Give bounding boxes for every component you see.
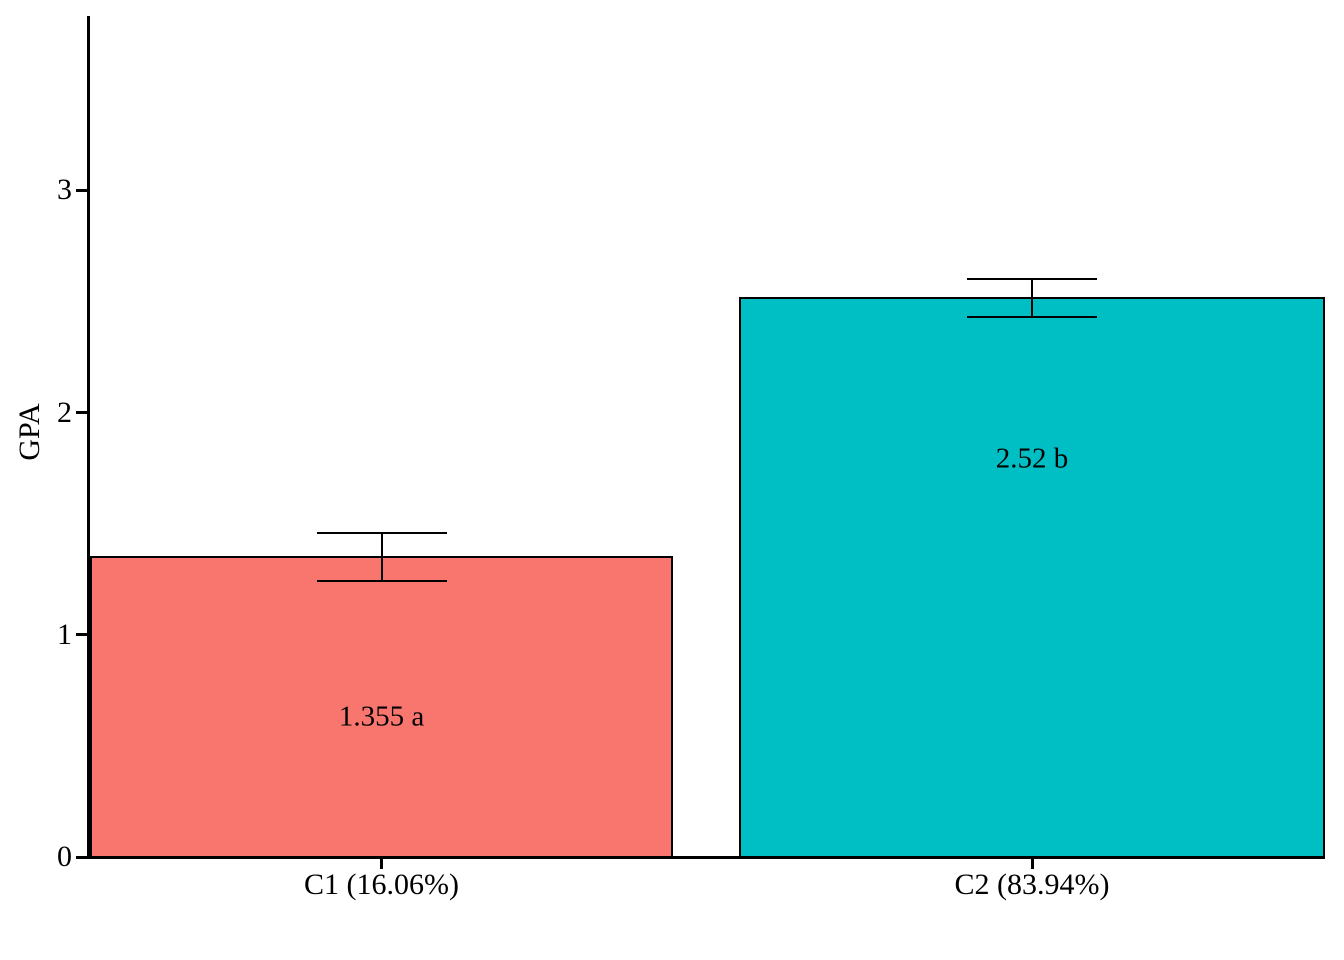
bar xyxy=(90,555,673,858)
y-tick-label: 0 xyxy=(57,840,72,873)
error-bar-stem xyxy=(380,532,383,582)
x-tick-mark xyxy=(380,859,383,869)
y-tick-label: 1 xyxy=(57,617,72,651)
error-bar-stem xyxy=(1031,279,1033,317)
error-bar-cap-top xyxy=(967,278,1097,281)
error-bar-cap-bottom xyxy=(967,316,1097,318)
bar-value-label: 2.52 b xyxy=(995,442,1069,475)
bar-value-label: 1.355 a xyxy=(338,700,425,733)
error-bar-cap-bottom xyxy=(316,580,447,583)
x-tick-mark xyxy=(1030,859,1034,869)
x-category-label: C2 (83.94%) xyxy=(954,868,1110,901)
x-category-label: C1 (16.06%) xyxy=(304,868,459,901)
y-tick-label: 3 xyxy=(57,173,72,207)
y-tick-label: 2 xyxy=(57,395,72,429)
bar xyxy=(739,297,1325,858)
error-bar-cap-top xyxy=(316,531,447,534)
y-tick-mark xyxy=(76,633,88,637)
y-tick-mark xyxy=(76,188,88,192)
y-tick-mark xyxy=(76,855,88,859)
y-axis-line xyxy=(87,16,90,859)
x-axis-line xyxy=(87,856,1325,859)
y-tick-mark xyxy=(76,411,88,415)
